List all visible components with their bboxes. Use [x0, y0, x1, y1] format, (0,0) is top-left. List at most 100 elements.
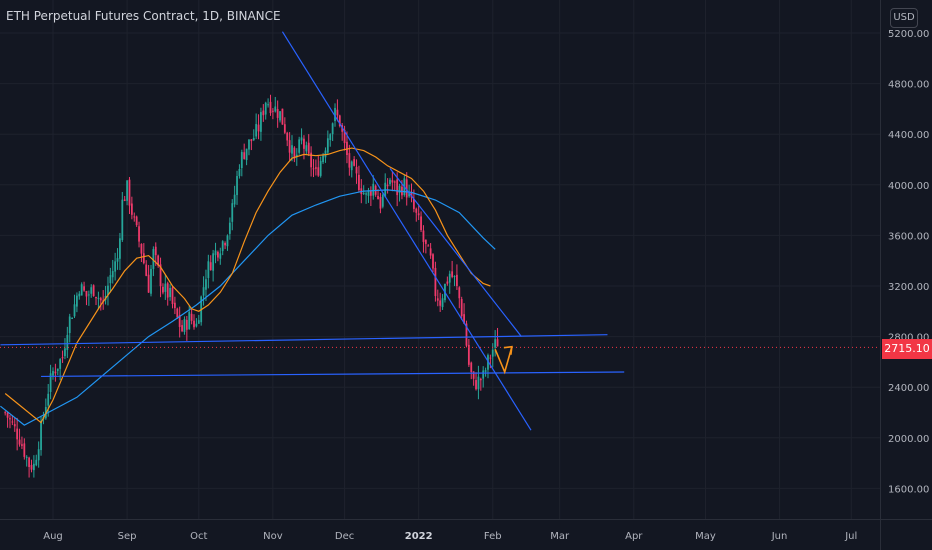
- candle-body: [202, 287, 205, 296]
- candle-body: [477, 376, 480, 390]
- candle-body: [274, 106, 277, 112]
- time-tick-label: Jun: [771, 531, 788, 542]
- candle-body: [271, 110, 274, 112]
- candle-body: [30, 465, 33, 470]
- candle-body: [221, 241, 224, 252]
- candle-body: [396, 179, 399, 196]
- candle-body: [336, 109, 339, 116]
- candle-body: [166, 283, 169, 298]
- candle-body: [145, 264, 148, 276]
- candle-body: [451, 271, 454, 277]
- candle-body: [116, 258, 119, 262]
- candle-body: [288, 140, 291, 153]
- candle-body: [398, 185, 401, 193]
- candle-body: [408, 192, 411, 197]
- candle-body: [154, 246, 157, 256]
- candle-body: [381, 194, 384, 207]
- candle-body: [283, 124, 286, 133]
- candle-body: [424, 239, 427, 244]
- candle-body: [393, 181, 396, 183]
- candle-body: [346, 141, 348, 156]
- time-axis[interactable]: Aug Sep Oct Nov Dec 2022 Feb Mar Apr May Jun Jul: [0, 519, 932, 543]
- candle-body: [293, 147, 296, 159]
- candle-body: [343, 129, 346, 144]
- price-axis[interactable]: 5200.00 4800.00 4400.00 4000.00 3600.00 3200.…: [880, 0, 930, 550]
- arrow-path[interactable]: [494, 346, 513, 375]
- candle-body: [18, 439, 21, 445]
- trendline[interactable]: [389, 167, 522, 337]
- candle-body: [439, 300, 442, 306]
- trendline-drawings[interactable]: [0, 31, 625, 431]
- currency-button[interactable]: USD: [890, 8, 918, 28]
- candle-body: [458, 287, 461, 299]
- price-tick-label: 2800.00: [888, 333, 929, 344]
- candle-body: [40, 420, 42, 451]
- candle-body: [171, 287, 174, 304]
- candle-body: [348, 153, 351, 168]
- candle-body: [128, 179, 131, 206]
- candle-body: [142, 253, 145, 264]
- candle-body: [460, 299, 463, 317]
- candle-body: [195, 323, 198, 327]
- candle-body: [181, 325, 183, 332]
- moving-average-slow: [0, 189, 496, 426]
- candle-body: [231, 203, 234, 222]
- price-tick-label: 4000.00: [888, 181, 929, 192]
- candle-body: [169, 287, 172, 297]
- candle-body: [420, 216, 422, 231]
- candle-body: [448, 273, 451, 283]
- candle-body: [59, 359, 62, 369]
- candle-body: [214, 250, 217, 256]
- candle-body: [432, 254, 434, 269]
- time-tick-label: Aug: [43, 531, 63, 542]
- candle-body: [260, 112, 262, 132]
- candle-body: [252, 137, 255, 141]
- candle-body: [66, 334, 69, 351]
- trendline[interactable]: [41, 371, 625, 378]
- candle-body: [114, 261, 117, 272]
- candle-body: [54, 371, 57, 374]
- time-tick-label: Oct: [190, 531, 207, 542]
- candle-body: [78, 293, 81, 297]
- candle-body: [312, 168, 315, 170]
- projection-arrow[interactable]: [494, 345, 513, 375]
- candle-body: [405, 179, 408, 198]
- candle-body: [35, 459, 38, 466]
- candle-body: [147, 274, 150, 293]
- chart-grid: [0, 0, 880, 519]
- candle-body: [61, 357, 64, 359]
- price-tick-label: 2000.00: [888, 434, 929, 445]
- candle-body: [152, 248, 155, 269]
- candle-body: [350, 161, 353, 171]
- candle-body: [257, 124, 260, 132]
- arrow-head[interactable]: [503, 345, 513, 355]
- candle-body: [372, 183, 375, 196]
- price-tick-label: 1600.00: [888, 484, 929, 495]
- candle-body: [183, 319, 186, 332]
- price-tick-label: 4400.00: [888, 130, 929, 141]
- candle-body: [310, 152, 313, 168]
- candle-body: [322, 155, 324, 163]
- candle-body: [298, 139, 301, 153]
- candle-body: [465, 323, 468, 346]
- candle-body: [49, 373, 52, 392]
- candle-body: [157, 255, 160, 266]
- price-tick-label: 2400.00: [888, 383, 929, 394]
- candle-body: [56, 368, 59, 371]
- candle-body: [269, 101, 272, 114]
- candle-body: [233, 194, 236, 205]
- candle-body: [207, 261, 210, 278]
- candle-body: [178, 315, 181, 327]
- candle-body: [250, 139, 253, 142]
- candle-body: [453, 275, 456, 277]
- candle-body: [369, 191, 372, 196]
- candle-body: [494, 339, 497, 348]
- trendline[interactable]: [281, 31, 532, 431]
- candle-body: [355, 166, 358, 174]
- trendline[interactable]: [0, 334, 608, 346]
- candle-body: [71, 318, 74, 320]
- candle-body: [76, 295, 78, 307]
- candle-body: [4, 412, 7, 414]
- candle-body: [126, 180, 128, 201]
